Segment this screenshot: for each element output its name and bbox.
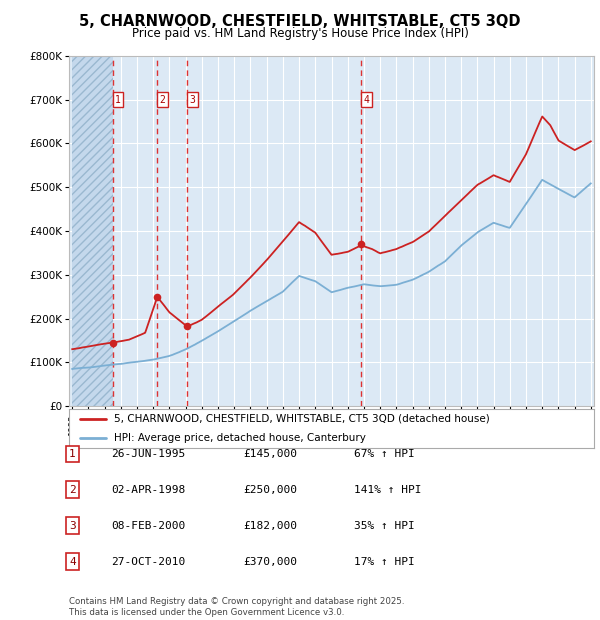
Text: 27-OCT-2010: 27-OCT-2010 [111,557,185,567]
Text: HPI: Average price, detached house, Canterbury: HPI: Average price, detached house, Cant… [113,433,365,443]
Text: 17% ↑ HPI: 17% ↑ HPI [354,557,415,567]
Text: £145,000: £145,000 [243,449,297,459]
Text: 5, CHARNWOOD, CHESTFIELD, WHITSTABLE, CT5 3QD: 5, CHARNWOOD, CHESTFIELD, WHITSTABLE, CT… [79,14,521,29]
Text: 08-FEB-2000: 08-FEB-2000 [111,521,185,531]
Text: 4: 4 [69,557,76,567]
Text: £370,000: £370,000 [243,557,297,567]
Text: Price paid vs. HM Land Registry's House Price Index (HPI): Price paid vs. HM Land Registry's House … [131,27,469,40]
Text: 02-APR-1998: 02-APR-1998 [111,485,185,495]
Text: 3: 3 [190,95,196,105]
Text: 35% ↑ HPI: 35% ↑ HPI [354,521,415,531]
Bar [72,56,113,406]
Text: 3: 3 [69,521,76,531]
Text: 1: 1 [115,95,121,105]
Text: 5, CHARNWOOD, CHESTFIELD, WHITSTABLE, CT5 3QD (detached house): 5, CHARNWOOD, CHESTFIELD, WHITSTABLE, CT… [113,414,490,424]
Text: £250,000: £250,000 [243,485,297,495]
Text: 67% ↑ HPI: 67% ↑ HPI [354,449,415,459]
Text: £182,000: £182,000 [243,521,297,531]
Text: Contains HM Land Registry data © Crown copyright and database right 2025.
This d: Contains HM Land Registry data © Crown c… [69,598,404,617]
Text: 4: 4 [364,95,369,105]
Text: 2: 2 [69,485,76,495]
Text: 141% ↑ HPI: 141% ↑ HPI [354,485,421,495]
Text: 1: 1 [69,449,76,459]
Text: 2: 2 [160,95,166,105]
Text: 26-JUN-1995: 26-JUN-1995 [111,449,185,459]
